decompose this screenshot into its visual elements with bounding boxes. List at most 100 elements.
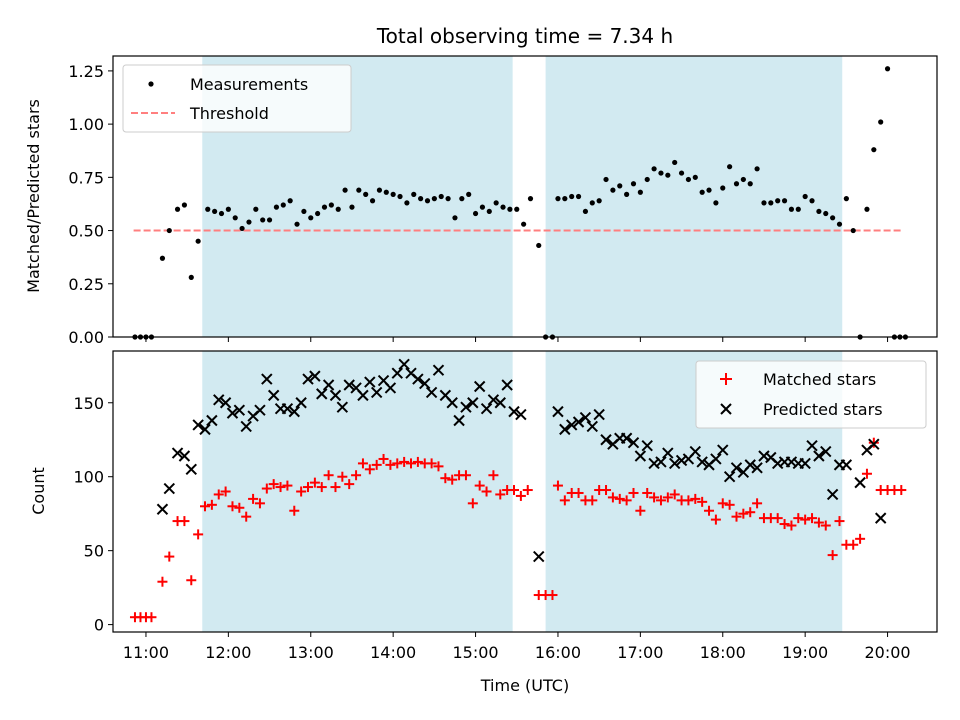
predicted-star-point <box>295 397 307 409</box>
matched-star-point <box>364 464 375 475</box>
measurement-point <box>658 170 664 176</box>
matched-star-point <box>752 498 763 509</box>
measurement-point <box>809 198 815 204</box>
predicted-star-point <box>398 358 410 371</box>
predicted-star-point <box>254 404 266 416</box>
matched-star-point <box>800 514 811 525</box>
top-axes-frame <box>112 55 938 338</box>
measurement-point <box>445 196 451 202</box>
x-tick-label: 19:00 <box>782 643 828 662</box>
matched-star-point <box>309 477 320 488</box>
matched-star-point <box>440 473 451 484</box>
predicted-star-point <box>288 405 300 418</box>
measurement-point <box>713 200 719 206</box>
predicted-star-point <box>641 439 653 452</box>
measurement-point <box>479 204 486 210</box>
measurement-point <box>212 208 218 215</box>
measurement-point <box>205 206 211 212</box>
predicted-star-point <box>199 423 211 436</box>
top-x-ticks <box>145 337 889 342</box>
predicted-star-point <box>219 397 232 409</box>
predicted-star-point <box>343 379 355 391</box>
matched-star-point <box>316 482 327 493</box>
y-tick-label: 0 <box>94 616 104 635</box>
x-tick-label: 17:00 <box>617 643 663 662</box>
predicted-star-point <box>480 402 493 415</box>
measurement-point <box>788 206 795 212</box>
predicted-star-point <box>840 459 853 471</box>
measurement-point <box>582 208 589 215</box>
predicted-star-point <box>559 423 571 436</box>
predicted-star-point <box>813 450 825 462</box>
predicted-star-point <box>460 401 472 413</box>
matched-star-point <box>621 495 632 506</box>
measurement-point <box>754 166 760 172</box>
matched-star-point <box>488 470 499 481</box>
matched-star-point <box>460 470 471 481</box>
x-axis-label: Time (UTC) <box>480 676 569 695</box>
matched-star-point <box>559 495 570 506</box>
predicted-star-point <box>600 434 612 446</box>
matched-star-point <box>481 486 492 497</box>
measurement-point <box>555 196 561 202</box>
measurement-point <box>397 193 403 200</box>
measurement-point <box>294 221 300 227</box>
measurement-point <box>527 196 534 202</box>
matched-star-point <box>337 471 348 482</box>
matched-star-point <box>426 458 437 469</box>
matched-star-point <box>495 489 506 500</box>
measurement-point <box>266 217 273 223</box>
predicted-star-point <box>267 389 280 402</box>
measurement-point <box>871 147 877 153</box>
measurement-point <box>562 196 568 202</box>
y-tick-label: 150 <box>73 394 104 413</box>
legend-measurements-label: Measurements <box>190 75 308 94</box>
matched-star-point <box>731 511 742 522</box>
predicted-star-point <box>533 550 545 563</box>
measurement-point <box>438 193 444 200</box>
predicted-star-point <box>730 462 743 474</box>
measurement-point <box>781 198 788 204</box>
matched-star-point <box>433 461 444 472</box>
predicted-star-point <box>501 379 513 391</box>
measurement-point <box>850 227 856 234</box>
measurement-point <box>795 206 801 212</box>
measurement-point <box>431 196 437 202</box>
chart-title: Total observing time = 7.34 h <box>376 24 673 48</box>
measurement-point <box>884 66 891 72</box>
predicted-star-point <box>156 503 169 515</box>
predicted-star-point <box>473 380 486 393</box>
matched-star-point <box>146 612 157 623</box>
predicted-star-point <box>744 459 756 471</box>
matched-star-point <box>467 498 478 509</box>
predicted-star-point <box>261 373 273 385</box>
measurement-point <box>390 191 396 197</box>
matched-star-point <box>406 458 417 469</box>
legend-predicted-marker <box>720 403 732 415</box>
matched-star-point <box>509 485 520 496</box>
predicted-star-point <box>593 408 605 421</box>
measurement-point <box>830 215 836 221</box>
predicted-star-point <box>336 401 349 413</box>
predicted-star-point <box>432 364 445 376</box>
predicted-star-point <box>322 379 335 391</box>
measurement-point <box>843 196 849 202</box>
matched-star-point <box>855 533 866 544</box>
measurement-point <box>273 204 280 210</box>
predicted-star-point <box>689 445 702 458</box>
measurement-point <box>610 187 616 193</box>
predicted-star-point <box>723 471 736 483</box>
matched-star-point <box>344 479 355 490</box>
y-tick-label: 0.50 <box>68 222 104 241</box>
matched-star-point <box>704 505 715 516</box>
measurement-point <box>733 181 740 187</box>
measurement-point <box>188 274 194 280</box>
x-tick-label: 15:00 <box>453 643 499 662</box>
measurement-point <box>685 176 692 183</box>
predicted-star-point <box>487 394 500 406</box>
predicted-star-point <box>826 488 839 501</box>
predicted-star-point <box>192 419 204 431</box>
measurement-point <box>301 208 307 215</box>
matched-star-point <box>357 458 368 469</box>
